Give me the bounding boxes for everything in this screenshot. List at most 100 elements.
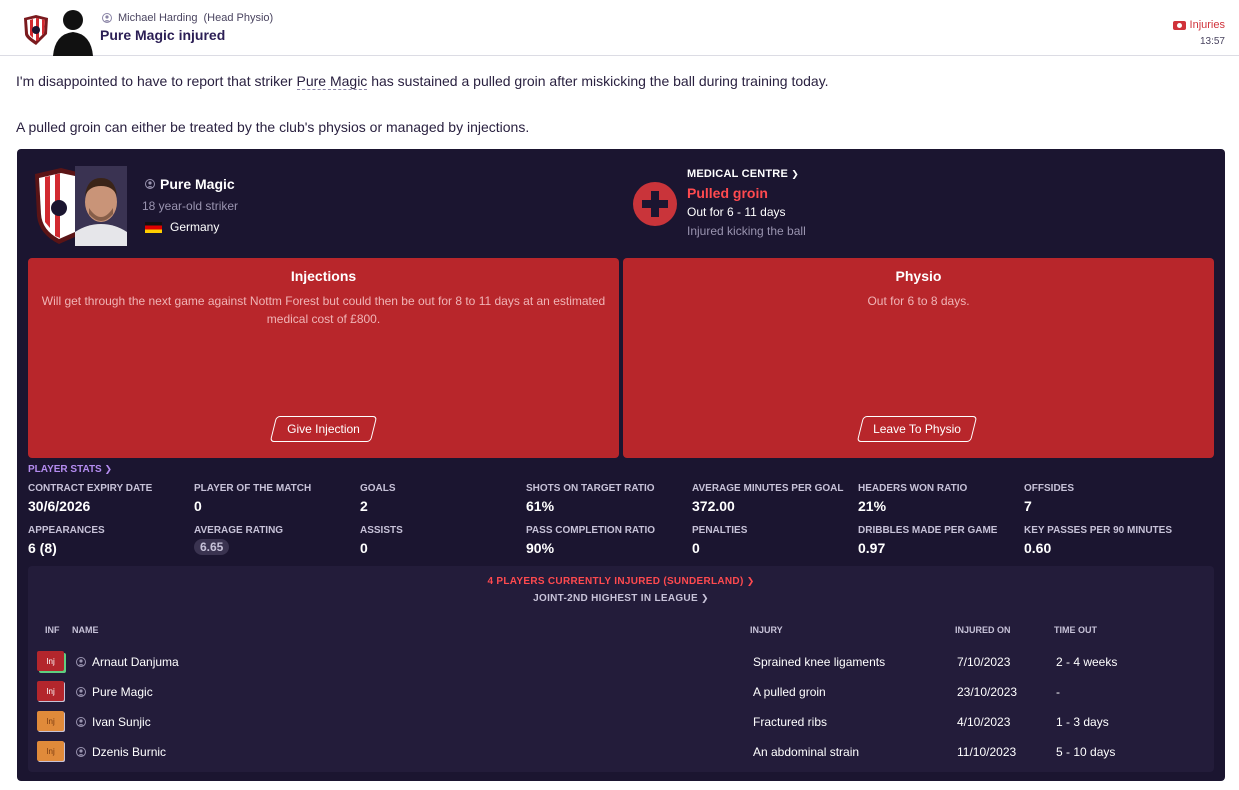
option-text: Out for 6 to 8 days. bbox=[867, 294, 970, 308]
row-time-out: 1 - 3 days bbox=[1056, 715, 1109, 729]
stat-offsides: OFFSIDES 7 bbox=[1024, 483, 1190, 514]
stat-label: HEADERS WON RATIO bbox=[858, 483, 968, 494]
button-label[interactable]: Leave To Physio bbox=[873, 422, 961, 436]
category-tag[interactable]: Injuries bbox=[1172, 19, 1225, 31]
germany-flag-icon bbox=[145, 221, 162, 233]
injury-title: Pulled groin bbox=[687, 185, 768, 201]
club-crest-icon bbox=[24, 15, 48, 45]
injured-count-label[interactable]: 4 PLAYERS CURRENTLY INJURED (SUNDERLAND) bbox=[487, 576, 744, 587]
column-header-inf[interactable]: INF bbox=[45, 625, 60, 635]
row-player-name[interactable]: Ivan Sunjic bbox=[76, 715, 151, 729]
stat-value: 2 bbox=[360, 498, 368, 514]
row-player-name[interactable]: Dzenis Burnic bbox=[76, 745, 166, 759]
league-rank-label[interactable]: JOINT-2ND HIGHEST IN LEAGUE bbox=[533, 593, 698, 604]
paragraph-text: I'm disappointed to have to report that … bbox=[16, 73, 297, 89]
physio-option: Physio Out for 6 to 8 days. Leave To Phy… bbox=[623, 258, 1214, 458]
table-row[interactable]: Inj Arnaut Danjuma Sprained knee ligamen… bbox=[28, 648, 1214, 678]
injured-count-link[interactable]: 4 PLAYERS CURRENTLY INJURED (SUNDERLAND)… bbox=[28, 576, 1214, 587]
stat-label: CONTRACT EXPIRY DATE bbox=[28, 483, 153, 494]
stat-value: 372.00 bbox=[692, 498, 735, 514]
row-time-out: 5 - 10 days bbox=[1056, 745, 1116, 759]
player-stats-label[interactable]: PLAYER STATS bbox=[28, 464, 102, 475]
league-rank-link[interactable]: JOINT-2ND HIGHEST IN LEAGUE ❯ bbox=[28, 593, 1214, 604]
stat-label: APPEARANCES bbox=[28, 525, 105, 536]
column-header-injured-on[interactable]: INJURED ON bbox=[955, 625, 1011, 635]
row-injured-on: 7/10/2023 bbox=[957, 655, 1011, 669]
stat-player-of-match: PLAYER OF THE MATCH 0 bbox=[194, 483, 360, 514]
stat-label: PENALTIES bbox=[692, 525, 748, 536]
leave-to-physio-button[interactable]: Leave To Physio bbox=[860, 416, 974, 442]
player-link[interactable]: Pure Magic bbox=[296, 73, 368, 90]
sender-line[interactable]: Michael Harding (Head Physio) bbox=[102, 12, 273, 24]
sender-role: (Head Physio) bbox=[203, 12, 274, 24]
chevron-right-icon: ❯ bbox=[701, 593, 709, 603]
option-text: Will get through the next game against N… bbox=[41, 294, 606, 326]
player-name-text[interactable]: Pure Magic bbox=[92, 685, 153, 699]
sender-avatar-icon bbox=[53, 10, 93, 56]
chevron-right-icon: ❯ bbox=[791, 169, 800, 179]
table-row[interactable]: Inj Pure Magic A pulled groin 23/10/2023… bbox=[28, 678, 1214, 708]
stat-assists: ASSISTS 0 bbox=[360, 525, 526, 556]
category-label: Injuries bbox=[1189, 19, 1225, 31]
player-face-icon bbox=[75, 166, 127, 246]
stat-value: 21% bbox=[858, 498, 887, 514]
player-name-text[interactable]: Pure Magic bbox=[160, 176, 235, 192]
row-injured-on: 23/10/2023 bbox=[957, 685, 1018, 699]
column-header-time-out[interactable]: TIME OUT bbox=[1054, 625, 1097, 635]
button-label[interactable]: Give Injection bbox=[287, 422, 360, 436]
stat-label: GOALS bbox=[360, 483, 396, 494]
stat-minutes-per-goal: AVERAGE MINUTES PER GOAL 372.00 bbox=[692, 483, 858, 514]
stat-value: 0 bbox=[692, 540, 700, 556]
table-row[interactable]: Inj Dzenis Burnic An abdominal strain 11… bbox=[28, 738, 1214, 768]
player-name-text[interactable]: Ivan Sunjic bbox=[92, 715, 151, 729]
table-row[interactable]: Inj Ivan Sunjic Fractured ribs 4/10/2023… bbox=[28, 708, 1214, 738]
injury-badge: Inj bbox=[37, 741, 64, 761]
stat-label: ASSISTS bbox=[360, 525, 403, 536]
stat-goals: GOALS 2 bbox=[360, 483, 526, 514]
person-icon bbox=[76, 657, 86, 667]
stat-label: PASS COMPLETION RATIO bbox=[526, 525, 656, 536]
person-icon bbox=[76, 687, 86, 697]
person-icon bbox=[145, 179, 155, 189]
row-injured-on: 11/10/2023 bbox=[957, 745, 1017, 759]
player-name-text[interactable]: Arnaut Danjuma bbox=[92, 655, 179, 669]
stat-key-passes: KEY PASSES PER 90 MINUTES 0.60 bbox=[1024, 525, 1190, 556]
stat-contract-expiry: CONTRACT EXPIRY DATE 30/6/2026 bbox=[28, 483, 194, 514]
player-name-text[interactable]: Dzenis Burnic bbox=[92, 745, 167, 759]
injuries-icon bbox=[1172, 20, 1186, 30]
column-header-injury[interactable]: INJURY bbox=[750, 625, 783, 635]
stat-label: PLAYER OF THE MATCH bbox=[194, 483, 312, 494]
medical-centre-link[interactable]: MEDICAL CENTRE ❯ bbox=[687, 168, 799, 180]
stat-value: 30/6/2026 bbox=[28, 498, 91, 514]
player-name[interactable]: Pure Magic bbox=[145, 176, 235, 192]
stat-headers-won: HEADERS WON RATIO 21% bbox=[858, 483, 1024, 514]
message-subject: Pure Magic injured bbox=[100, 27, 226, 43]
stat-value: 0 bbox=[360, 540, 368, 556]
stat-label: KEY PASSES PER 90 MINUTES bbox=[1024, 525, 1173, 536]
nationality-text: Germany bbox=[170, 220, 220, 234]
row-time-out: - bbox=[1056, 685, 1060, 699]
chevron-right-icon: ❯ bbox=[104, 464, 113, 474]
medical-cross-icon bbox=[633, 182, 677, 226]
person-icon bbox=[102, 13, 112, 23]
stat-value: 7 bbox=[1024, 498, 1032, 514]
sender-name[interactable]: Michael Harding bbox=[118, 12, 198, 24]
injury-cause: Injured kicking the ball bbox=[687, 224, 806, 238]
row-player-name[interactable]: Arnaut Danjuma bbox=[76, 655, 179, 669]
medical-centre-label[interactable]: MEDICAL CENTRE bbox=[687, 168, 788, 180]
column-header-name[interactable]: NAME bbox=[72, 625, 99, 635]
player-stats-link[interactable]: PLAYER STATS ❯ bbox=[28, 464, 112, 475]
stat-label: AVERAGE RATING bbox=[194, 525, 284, 536]
injury-panel: Pure Magic 18 year-old striker Germany M… bbox=[17, 149, 1225, 781]
rating-pill: 6.65 bbox=[194, 539, 230, 555]
person-icon bbox=[76, 717, 86, 727]
player-club-crest-icon bbox=[35, 168, 77, 244]
stat-dribbles: DRIBBLES MADE PER GAME 0.97 bbox=[858, 525, 1024, 556]
stat-value: 0 bbox=[194, 498, 202, 514]
row-player-name[interactable]: Pure Magic bbox=[76, 685, 153, 699]
option-title: Physio bbox=[895, 268, 942, 284]
stat-pass-completion: PASS COMPLETION RATIO 90% bbox=[526, 525, 692, 556]
row-injury: A pulled groin bbox=[753, 685, 826, 699]
row-injured-on: 4/10/2023 bbox=[957, 715, 1011, 729]
give-injection-button[interactable]: Give Injection bbox=[273, 416, 374, 442]
